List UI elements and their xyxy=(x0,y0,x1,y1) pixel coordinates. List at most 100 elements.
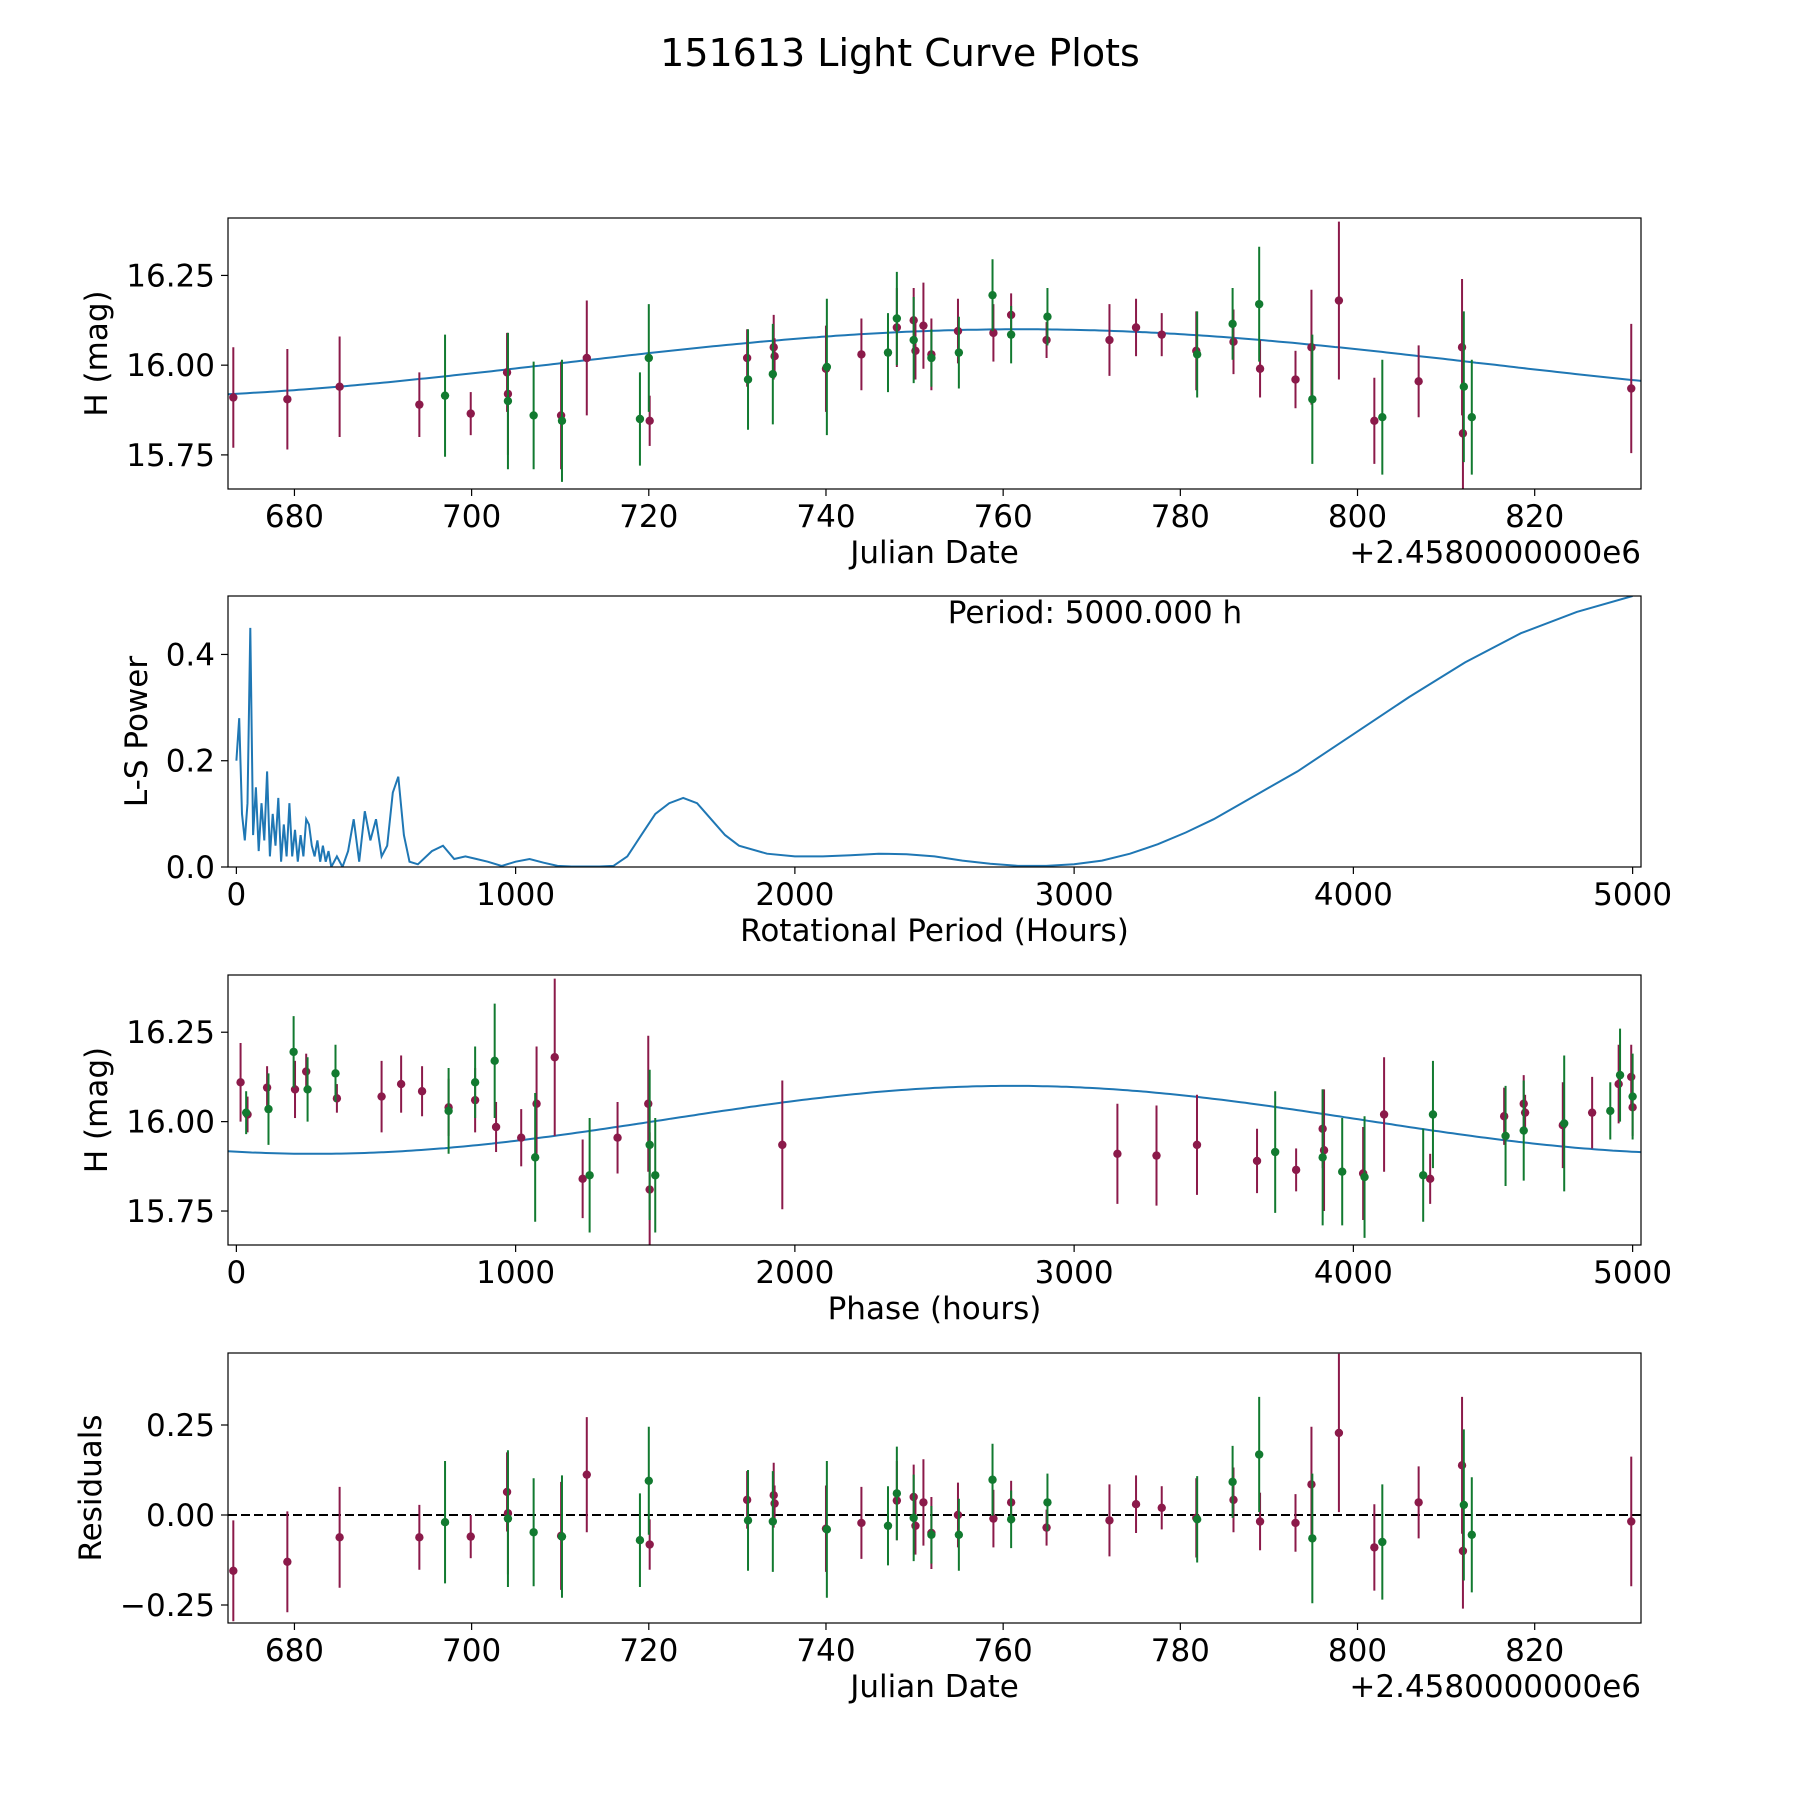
panel-residuals: 680 700 720 740 760 780 800 820 −0.25 0.00 0.25 Jul… xyxy=(73,1352,1642,1705)
data-point xyxy=(1105,1516,1114,1525)
data-point xyxy=(1338,1167,1347,1176)
data-point xyxy=(490,1056,499,1066)
data-point xyxy=(1152,1151,1161,1160)
data-point xyxy=(644,1099,653,1108)
data-point xyxy=(768,369,778,379)
data-point xyxy=(635,414,645,424)
data-point xyxy=(1414,377,1423,386)
x-tick-label: 0 xyxy=(227,1255,247,1291)
figure-title: 151613 Light Curve Plots xyxy=(660,31,1140,75)
data-point xyxy=(335,1533,344,1542)
panels: 680 700 720 740 760 780 800 820 15.75 16.00 16.25 J… xyxy=(73,217,1672,1705)
periodogram-ylabel: L-S Power xyxy=(119,656,155,807)
data-point xyxy=(1319,1146,1329,1155)
x-tick-label: 3000 xyxy=(1035,877,1114,913)
data-point xyxy=(635,1536,645,1545)
x-tick-label: 740 xyxy=(796,1633,855,1669)
phased-plot-area xyxy=(228,978,1641,1245)
data-point xyxy=(466,1532,475,1541)
data-point xyxy=(857,350,866,359)
phased-ylabel: H (mag) xyxy=(79,1047,115,1173)
series-series-b xyxy=(440,1396,1476,1604)
data-point xyxy=(645,416,654,426)
data-point xyxy=(1501,1131,1510,1141)
residuals-xlabel: Julian Date xyxy=(848,1669,1019,1705)
data-point xyxy=(1228,319,1237,329)
data-point xyxy=(1378,1537,1387,1547)
data-point xyxy=(1255,364,1265,373)
lightcurve-xlabel: Julian Date xyxy=(848,535,1019,571)
panel-lightcurve: 680 700 720 740 760 780 800 820 15.75 16.00 16.25 J… xyxy=(79,217,1642,571)
data-point xyxy=(444,1106,453,1116)
data-point xyxy=(778,1140,787,1150)
data-point xyxy=(927,1530,936,1540)
data-point xyxy=(503,1514,513,1523)
data-point xyxy=(557,416,567,426)
data-point xyxy=(1192,1515,1202,1524)
data-point xyxy=(883,1521,893,1531)
data-point xyxy=(1192,1140,1202,1150)
periodogram-plot-area xyxy=(235,596,1633,867)
data-point xyxy=(331,1069,340,1078)
data-point xyxy=(1043,1498,1052,1507)
x-tick-label: 700 xyxy=(442,499,501,535)
data-point xyxy=(1370,1543,1379,1552)
data-point xyxy=(1192,350,1202,359)
x-tick-label: 820 xyxy=(1505,499,1564,535)
data-point xyxy=(1519,1126,1528,1135)
data-point xyxy=(440,1518,450,1527)
x-tick-label: 760 xyxy=(974,499,1033,535)
series-series-a xyxy=(229,1353,1636,1622)
data-point xyxy=(892,1489,902,1498)
y-tick-label: 0.25 xyxy=(146,1408,215,1444)
data-point xyxy=(1131,323,1141,332)
lightcurve-ylabel: H (mag) xyxy=(79,290,115,416)
data-point xyxy=(503,396,513,406)
panel-phased: 0 1000 2000 3000 4000 5000 15.75 16.00 16.25 Phas… xyxy=(79,974,1672,1327)
data-point xyxy=(954,348,964,357)
x-tick-label: 1000 xyxy=(476,1255,555,1291)
fit-curve xyxy=(228,328,1641,396)
data-point xyxy=(743,375,753,384)
data-point xyxy=(470,1078,480,1087)
data-point xyxy=(1318,1153,1327,1162)
periodogram-frame xyxy=(227,595,1642,868)
fit-curve xyxy=(228,1084,1641,1155)
x-tick-label: 740 xyxy=(796,499,855,535)
data-point xyxy=(1418,1171,1428,1180)
x-tick-label: 700 xyxy=(442,1633,501,1669)
data-point xyxy=(911,1521,920,1531)
data-point xyxy=(415,1533,424,1542)
x-tick-label: 1000 xyxy=(476,877,555,913)
x-tick-label: 820 xyxy=(1505,1633,1564,1669)
data-point xyxy=(1270,1147,1280,1157)
data-point xyxy=(1379,1110,1389,1119)
data-point xyxy=(550,1053,559,1062)
data-point xyxy=(289,1047,298,1057)
data-point xyxy=(1467,1530,1476,1540)
data-point xyxy=(1560,1119,1569,1128)
data-point xyxy=(1291,1165,1301,1175)
data-point xyxy=(651,1171,660,1180)
data-point xyxy=(1467,413,1476,422)
data-point xyxy=(532,1099,541,1108)
data-point xyxy=(919,1498,928,1507)
x-tick-label: 2000 xyxy=(755,1255,834,1291)
data-point xyxy=(415,400,424,409)
data-point xyxy=(1459,1500,1469,1510)
data-point xyxy=(770,351,779,361)
data-point xyxy=(892,314,902,323)
x-tick-label: 5000 xyxy=(1593,877,1672,913)
data-point xyxy=(613,1133,622,1142)
data-point xyxy=(927,353,936,363)
data-point xyxy=(582,1470,591,1479)
data-point xyxy=(1006,1515,1016,1524)
data-point xyxy=(743,1516,753,1525)
data-point xyxy=(582,353,591,363)
data-point xyxy=(1370,416,1379,426)
x-tick-label: 780 xyxy=(1151,499,1210,535)
period-annotation: Period: 5000.000 h xyxy=(948,595,1242,631)
data-point xyxy=(1006,330,1016,339)
data-point xyxy=(236,1078,245,1087)
